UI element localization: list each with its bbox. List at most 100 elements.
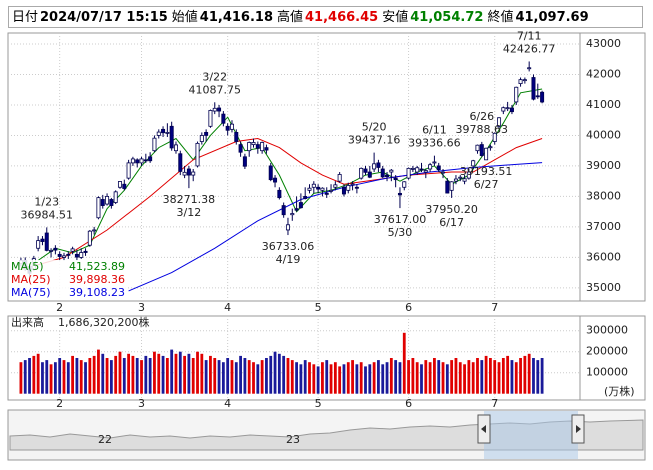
header-value: 2024/07/17 15:15 (40, 10, 168, 25)
header-label: 始値 (171, 10, 198, 25)
volume-bar (290, 360, 294, 394)
candle-body (268, 165, 273, 181)
volume-bar (79, 360, 83, 394)
candle-body (372, 163, 377, 170)
legend-name: MA(5) (11, 260, 44, 273)
volume-bar (269, 355, 273, 394)
navigator[interactable] (7, 409, 646, 461)
candle-body (225, 125, 230, 131)
navigator-label: 23 (286, 433, 300, 446)
volume-bar (75, 358, 79, 394)
candle-body (92, 229, 97, 232)
navigator-range[interactable] (484, 411, 578, 459)
candle-body (445, 180, 450, 194)
candle-body (281, 205, 286, 216)
candle-body (117, 181, 122, 188)
candle-body (462, 178, 467, 182)
candle-body (113, 191, 118, 203)
volume-bar (19, 362, 23, 394)
annotation-price: 39193.51 (460, 165, 513, 178)
candle-body (285, 224, 290, 231)
candle-body (70, 248, 75, 252)
volume-bar (471, 362, 475, 394)
candle-body (234, 131, 239, 142)
volume-bar (105, 358, 109, 394)
legend-value: 39,108.23 (69, 286, 125, 299)
candle-body (100, 199, 105, 206)
candle-body (505, 107, 510, 110)
volume-bar (71, 355, 75, 394)
x-tick-label: 5 (315, 397, 322, 410)
volume-bar (364, 366, 367, 394)
volume-bar (209, 355, 212, 394)
header-label: 終値 (487, 10, 514, 25)
volume-bar (321, 362, 324, 394)
volume-bar (183, 355, 186, 394)
candle-body (251, 142, 256, 145)
volume-bar (402, 332, 406, 394)
volume-bar (532, 358, 535, 394)
candle-body (329, 189, 334, 192)
volume-bar (178, 351, 182, 394)
volume-total: 1,686,320,200株 (58, 315, 149, 329)
annotation-price: 37950.20 (425, 203, 478, 216)
volume-bar (153, 351, 156, 394)
candle-body (199, 135, 204, 142)
candle-body (419, 168, 424, 171)
candle-body (61, 255, 66, 258)
volume-bar (463, 364, 466, 394)
candle-body (273, 177, 278, 183)
candle-body (242, 156, 247, 167)
volume-bar (338, 366, 342, 394)
legend-name: MA(25) (11, 273, 51, 286)
volume-bar (333, 362, 337, 394)
candle-body (380, 168, 385, 178)
candle-body (363, 168, 368, 173)
volume-bar (84, 362, 87, 394)
volume-bar (36, 353, 40, 394)
volume-bar (165, 358, 169, 394)
candle-body (49, 249, 54, 252)
volume-bar (420, 364, 423, 394)
volume-bar (230, 360, 234, 394)
volume-bar (32, 355, 36, 394)
volume-bar (441, 362, 445, 394)
volume-bar (351, 360, 354, 394)
volume-bar (118, 351, 122, 394)
volume-bar (308, 362, 311, 394)
candle-body (389, 169, 394, 173)
candle-body (87, 230, 92, 246)
candle-body (135, 159, 140, 164)
candle-body (130, 158, 135, 164)
y-tick-label: 40000 (586, 128, 621, 141)
legend-name: MA(75) (11, 286, 51, 299)
candle-body (488, 146, 493, 149)
candle-body (406, 167, 411, 179)
candle-body (195, 142, 200, 167)
candle-body (397, 192, 402, 196)
candle-body (449, 181, 454, 191)
candle-body (423, 170, 428, 173)
volume-bar (256, 364, 260, 394)
candle-body (475, 144, 480, 152)
x-tick-label: 5 (315, 301, 322, 314)
x-tick-label: 2 (56, 397, 63, 410)
volume-bar (148, 358, 152, 394)
candle-body (453, 178, 458, 182)
x-tick-label: 6 (405, 397, 412, 410)
volume-bar (437, 360, 441, 394)
quote-header: 日付 2024/07/17 15:15 始値 41,416.18 高値 41,466.45… (8, 6, 643, 28)
volume-bar (411, 358, 415, 394)
candle-body (311, 183, 316, 188)
volume-bar (49, 364, 53, 394)
volume-bar (41, 362, 44, 394)
candle-body (432, 161, 437, 164)
candle-body (458, 176, 463, 179)
candle-body (294, 208, 299, 211)
candle-body (156, 131, 161, 136)
x-tick-label: 3 (138, 397, 145, 410)
candle-body (173, 144, 178, 152)
volume-bar (398, 362, 402, 394)
candle-body (152, 137, 157, 152)
annotation-date: 6/11 (422, 124, 447, 137)
